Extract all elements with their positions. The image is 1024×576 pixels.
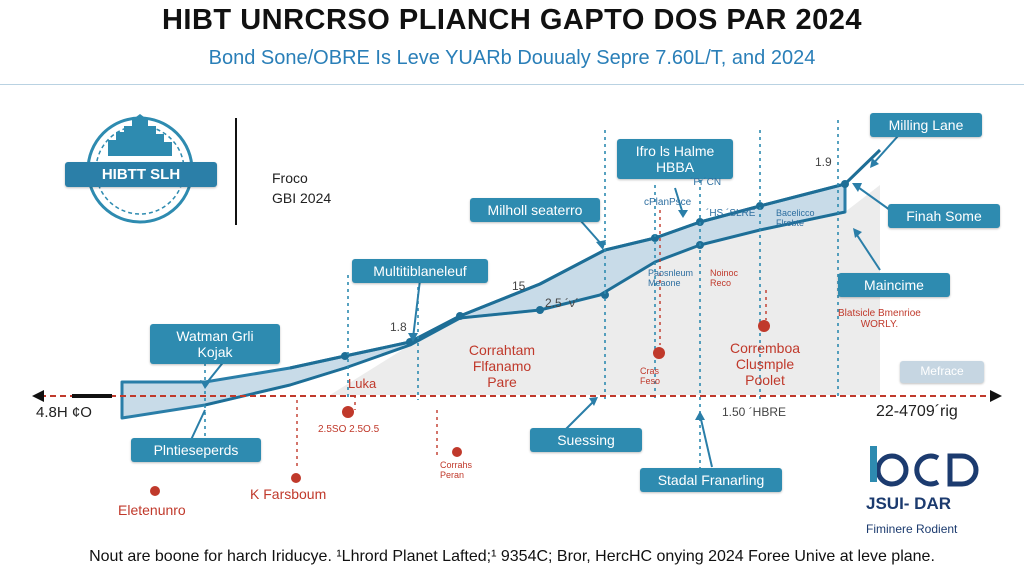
callout-finah-some: Finah Some: [888, 204, 1000, 229]
logo-mark: [875, 453, 979, 487]
axis-arrow-left: [32, 390, 44, 402]
shaded-area: [330, 185, 880, 395]
annotation-small-grey-3: Bacelicco Flrebte: [776, 208, 815, 228]
value-label-1-8: 1.8: [390, 320, 407, 334]
blue-guides: [204, 120, 839, 470]
value-label-1-50: 1.50 ´HBRE: [722, 405, 787, 419]
callout-maincime: Maincime: [838, 273, 950, 298]
annotation-small-red-4: Noinoc Reco: [710, 268, 739, 288]
annotation-eletenunro: Eletenunro: [118, 502, 186, 518]
annotation-hisr: ´HS ´SLRE: [706, 208, 756, 219]
callout-watman: Watman Grli Kojak: [150, 324, 280, 365]
arrow-heads: [200, 158, 879, 420]
value-label-1-9: 1.9: [815, 155, 832, 169]
side-note-line2: GBI 2024: [272, 190, 332, 206]
annotation-small-red-1: 2.5SO 2.5O.5: [318, 424, 380, 435]
annotation-k-farsboum: K Farsboum: [250, 486, 327, 502]
footer-note: Nout are boone for harch Iriducye. ¹Lhro…: [89, 548, 935, 565]
side-note-line1: Froco: [272, 170, 308, 186]
logo-tagline: Fiminere Rodient: [866, 522, 958, 536]
callout-stadal: Stadal Franarling: [640, 468, 782, 493]
value-label-2-5: 2.5 ´ν´: [545, 296, 580, 310]
annotation-hrs: ´Pr´CN: [690, 177, 722, 188]
axis-arrow-right: [990, 390, 1002, 402]
callout-milholl: Milholl seaterro: [470, 198, 600, 223]
callout-ifro-halme: Ifro ls Halme HBBA: [617, 139, 733, 180]
page-title: HIBT UNRCRSO PLIANCH GAPTO DOS PAR 2024: [161, 4, 863, 36]
callout-milling-lane: Milling Lane: [870, 113, 982, 138]
value-label-15: 15: [512, 279, 526, 293]
callout-plntieseperds: Plntieseperds: [131, 438, 261, 463]
axis-right-label: 22-4709´rig: [876, 403, 958, 420]
callout-multi: Multitiblaneleuf: [352, 259, 488, 284]
annotation-corrahtam: Corrahtam Flfanamo Pare: [468, 342, 536, 391]
header-divider: [0, 84, 1024, 85]
page-subtitle: Bond Sone/OBRE Is Leve YUARb Douualy Sep…: [208, 47, 816, 69]
annotation-small-red-2: Corrahs Peran: [440, 460, 473, 480]
pin-icons: [150, 320, 770, 496]
annotation-luka: Luka: [348, 376, 377, 391]
callout-mefrace: Mefrace: [900, 361, 984, 383]
annotation-worly: Blatsicle Bmenrioe WORLY.: [838, 308, 921, 330]
annotation-small-red-3: Cras Feso: [640, 366, 661, 386]
red-guides: [296, 210, 767, 470]
badge-label: HIBTT SLH: [65, 162, 217, 188]
callout-arrows: [189, 135, 899, 468]
annotation-small-grey-2: Paosnleum Meaone: [648, 268, 694, 288]
callout-suessing: Suessing: [530, 428, 642, 453]
annotation-corremboa: Corremboa Clusmple Poolet: [729, 340, 801, 389]
logo-name: JSUI- DAR: [866, 494, 952, 513]
annotation-small-grey-1: cPlanPsce: [644, 197, 692, 208]
axis-left-label: 4.8H ¢O: [36, 404, 92, 421]
